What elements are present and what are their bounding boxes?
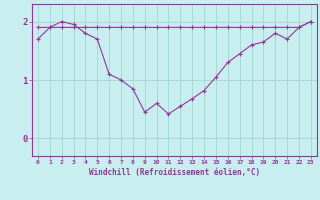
X-axis label: Windchill (Refroidissement éolien,°C): Windchill (Refroidissement éolien,°C) [89,168,260,177]
